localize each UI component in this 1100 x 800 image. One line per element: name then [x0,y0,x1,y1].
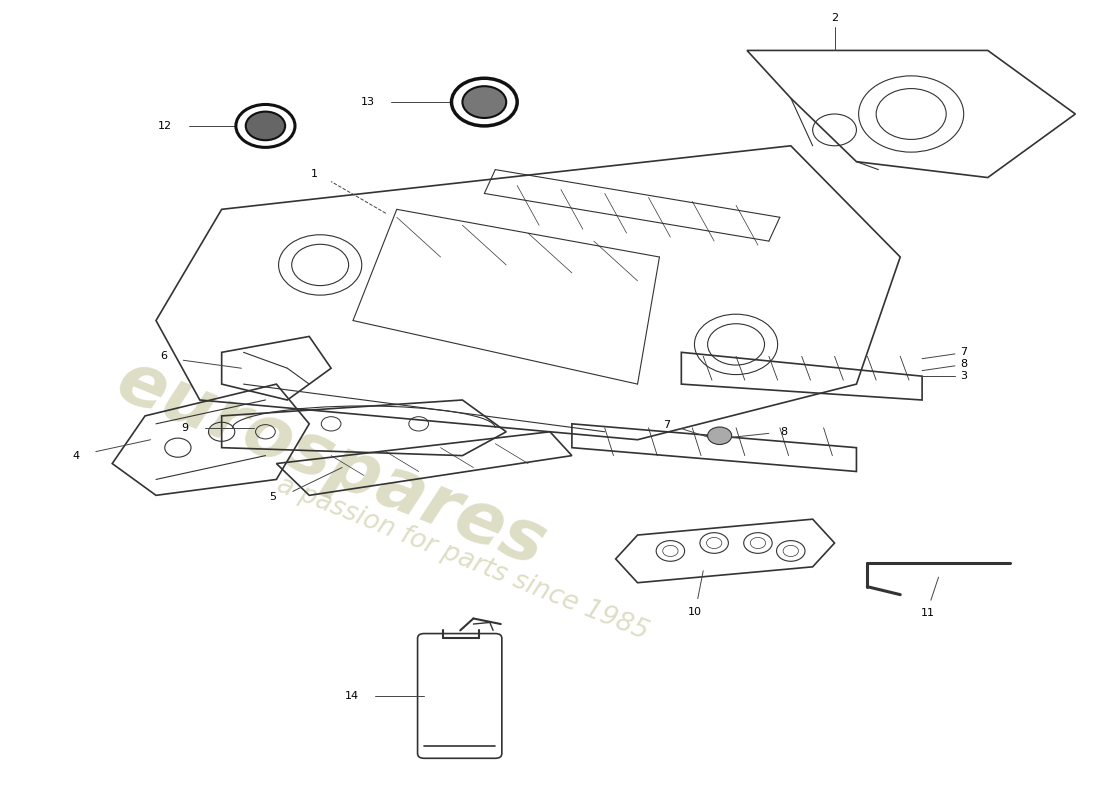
Text: 5: 5 [270,492,276,502]
Text: 9: 9 [182,423,189,433]
Text: 7: 7 [663,421,670,430]
Text: 8: 8 [960,359,968,370]
Text: 3: 3 [960,371,967,381]
Circle shape [462,86,506,118]
Text: 1: 1 [311,169,318,178]
Circle shape [245,112,285,140]
Text: 6: 6 [160,351,167,362]
Circle shape [707,427,732,445]
Text: 7: 7 [960,347,968,358]
Text: eurospares: eurospares [107,346,556,581]
Text: a passion for parts since 1985: a passion for parts since 1985 [273,472,652,646]
Text: 8: 8 [780,426,786,437]
Text: 2: 2 [830,13,838,22]
Text: 13: 13 [361,97,375,107]
Text: 11: 11 [921,608,935,618]
Text: 4: 4 [73,450,79,461]
Text: 14: 14 [344,690,359,701]
Text: 10: 10 [688,606,702,617]
Text: 12: 12 [158,121,173,131]
